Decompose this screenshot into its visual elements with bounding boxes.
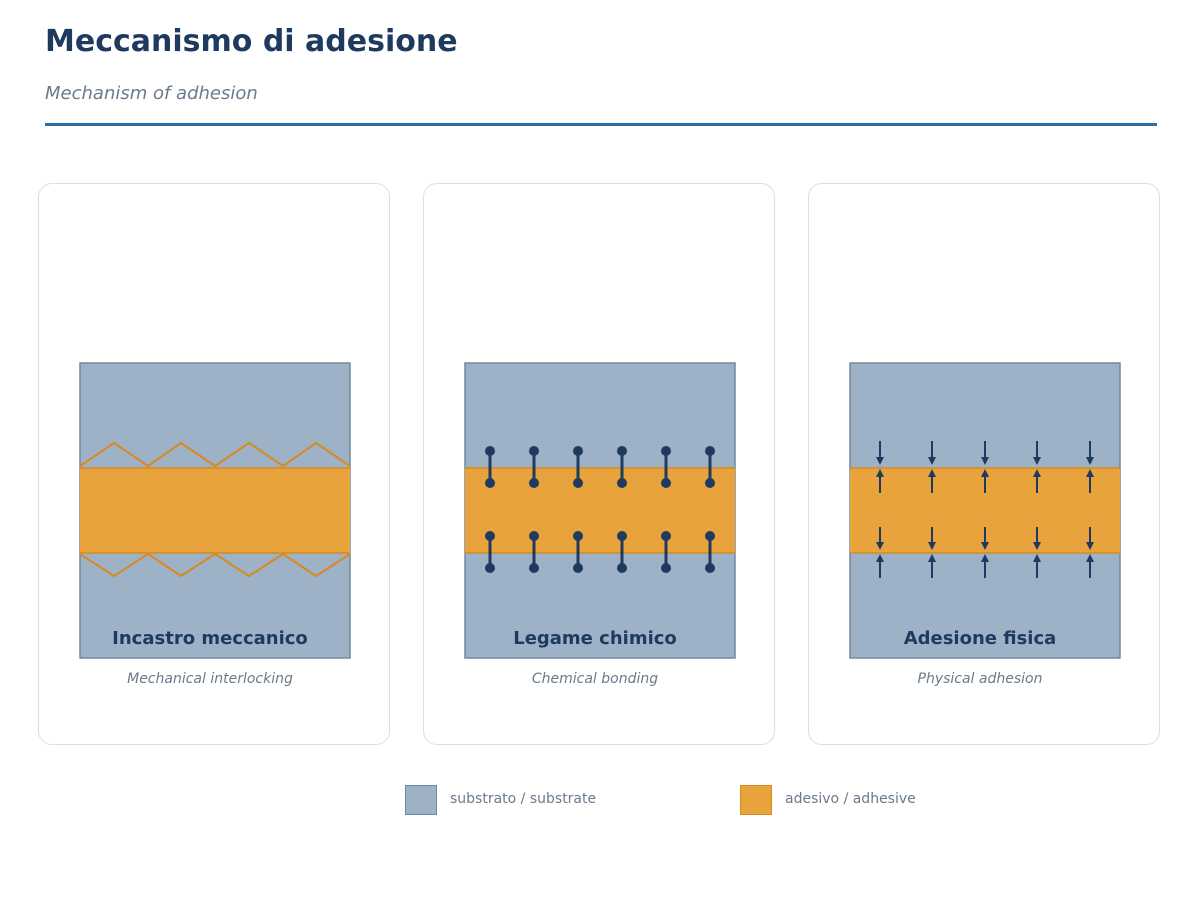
- bond-atom: [573, 531, 583, 541]
- panel-mechanical-illustration: [79, 362, 351, 659]
- panel-chemical-illustration: [464, 362, 736, 659]
- bond-atom: [573, 446, 583, 456]
- legend-label-substrate: substrato / substrate: [450, 791, 597, 807]
- attraction-arrows: [876, 441, 1094, 578]
- bond-atom: [705, 563, 715, 573]
- bond-atom: [617, 531, 627, 541]
- bond-atom: [617, 563, 627, 573]
- bond-atom: [705, 478, 715, 488]
- bond-atom: [573, 478, 583, 488]
- bond-atom: [661, 531, 671, 541]
- bond-atom: [661, 478, 671, 488]
- interlock-zigzag-bottom: [79, 552, 351, 578]
- bond-atom: [485, 531, 495, 541]
- title-divider: [45, 123, 1157, 126]
- chemical-bonds: [485, 446, 715, 573]
- panel-subtitle-mechanical: Mechanical interlocking: [127, 671, 293, 687]
- bond-atom: [573, 563, 583, 573]
- page-title: Meccanismo di adesione: [45, 24, 458, 59]
- page-subtitle: Mechanism of adhesion: [45, 83, 258, 104]
- legend-swatch-adhesive: [740, 785, 772, 815]
- adhesive-layer: [80, 468, 350, 553]
- legend-swatch-substrate: [405, 785, 437, 815]
- panel-subtitle-chemical: Chemical bonding: [531, 671, 659, 687]
- bond-atom: [485, 563, 495, 573]
- bond-atom: [661, 446, 671, 456]
- panel-subtitle-physical: Physical adhesion: [917, 671, 1043, 687]
- panel-title-chemical: Legame chimico: [513, 628, 677, 649]
- panel-title-mechanical: Incastro meccanico: [112, 628, 308, 649]
- bond-atom: [705, 531, 715, 541]
- bond-atom: [485, 478, 495, 488]
- bond-atom: [529, 478, 539, 488]
- bond-atom: [661, 563, 671, 573]
- bond-atom: [705, 446, 715, 456]
- bond-atom: [529, 531, 539, 541]
- legend-label-adhesive: adesivo / adhesive: [785, 791, 916, 807]
- adhesive-layer: [465, 468, 735, 553]
- bond-atom: [529, 563, 539, 573]
- bond-atom: [617, 446, 627, 456]
- panel-physical-illustration: [849, 362, 1121, 659]
- interlock-zigzag-top: [79, 441, 351, 468]
- bond-atom: [617, 478, 627, 488]
- panel-title-physical: Adesione fisica: [903, 628, 1057, 649]
- bond-atom: [485, 446, 495, 456]
- bond-atom: [529, 446, 539, 456]
